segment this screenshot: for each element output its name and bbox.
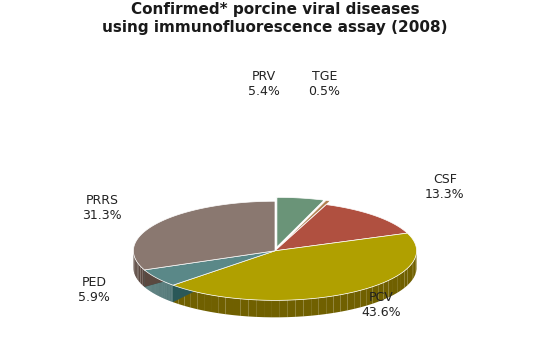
Polygon shape (361, 289, 367, 307)
Polygon shape (155, 277, 156, 295)
Polygon shape (218, 296, 226, 314)
Polygon shape (173, 285, 179, 304)
Text: PCV
43.6%: PCV 43.6% (361, 290, 401, 319)
Polygon shape (164, 282, 165, 299)
Polygon shape (295, 299, 304, 317)
Polygon shape (279, 200, 330, 247)
Text: PRV
5.4%: PRV 5.4% (248, 70, 279, 98)
Polygon shape (170, 284, 171, 301)
Polygon shape (158, 279, 159, 296)
Polygon shape (348, 292, 354, 310)
Polygon shape (304, 299, 311, 316)
Polygon shape (163, 281, 164, 298)
Polygon shape (134, 256, 135, 276)
Text: PRRS
31.3%: PRRS 31.3% (82, 194, 122, 222)
Polygon shape (340, 293, 348, 312)
Polygon shape (173, 251, 275, 302)
Polygon shape (367, 287, 373, 305)
Polygon shape (408, 266, 410, 285)
Polygon shape (160, 280, 161, 297)
Polygon shape (333, 295, 340, 313)
Polygon shape (204, 294, 211, 312)
Polygon shape (373, 285, 378, 304)
Polygon shape (383, 280, 388, 299)
Polygon shape (144, 251, 275, 287)
Polygon shape (167, 283, 168, 300)
Polygon shape (161, 280, 162, 298)
Polygon shape (136, 260, 138, 279)
Title: Confirmed* porcine viral diseases
using immunofluorescence assay (2008): Confirmed* porcine viral diseases using … (102, 2, 448, 35)
Polygon shape (311, 298, 318, 316)
Polygon shape (404, 268, 408, 288)
Polygon shape (144, 251, 275, 287)
Polygon shape (144, 251, 275, 285)
Polygon shape (354, 290, 361, 309)
Polygon shape (138, 262, 139, 281)
Text: TGE
0.5%: TGE 0.5% (309, 70, 340, 98)
Polygon shape (401, 271, 404, 290)
Polygon shape (272, 300, 280, 318)
Polygon shape (179, 287, 185, 306)
Polygon shape (134, 201, 275, 270)
Polygon shape (414, 258, 415, 277)
Text: CSF
13.3%: CSF 13.3% (425, 173, 465, 201)
Polygon shape (153, 276, 154, 294)
Polygon shape (185, 289, 191, 308)
Polygon shape (197, 292, 204, 311)
Polygon shape (410, 263, 412, 283)
Polygon shape (318, 297, 326, 315)
Polygon shape (288, 300, 295, 317)
Polygon shape (412, 260, 414, 280)
Polygon shape (233, 298, 241, 316)
Polygon shape (393, 276, 397, 295)
Polygon shape (378, 283, 383, 302)
Text: PED
5.9%: PED 5.9% (78, 277, 109, 304)
Polygon shape (173, 233, 416, 301)
Polygon shape (397, 273, 401, 293)
Polygon shape (211, 295, 218, 313)
Polygon shape (171, 284, 172, 302)
Polygon shape (135, 259, 136, 277)
Polygon shape (264, 300, 272, 318)
Polygon shape (162, 281, 163, 298)
Polygon shape (166, 282, 167, 300)
Polygon shape (142, 268, 144, 287)
Polygon shape (280, 300, 288, 317)
Polygon shape (168, 283, 169, 301)
Polygon shape (157, 279, 158, 296)
Polygon shape (326, 296, 333, 314)
Polygon shape (226, 297, 233, 315)
Polygon shape (159, 279, 160, 296)
Polygon shape (172, 285, 173, 302)
Polygon shape (165, 282, 166, 299)
Polygon shape (388, 278, 393, 297)
Polygon shape (156, 278, 157, 295)
Polygon shape (249, 299, 256, 317)
Polygon shape (139, 264, 140, 283)
Polygon shape (191, 291, 197, 309)
Polygon shape (140, 266, 142, 285)
Polygon shape (169, 284, 170, 301)
Polygon shape (173, 251, 275, 302)
Polygon shape (277, 197, 324, 247)
Polygon shape (241, 299, 249, 316)
Polygon shape (256, 300, 264, 317)
Polygon shape (154, 277, 155, 294)
Polygon shape (415, 255, 416, 274)
Polygon shape (275, 205, 408, 251)
